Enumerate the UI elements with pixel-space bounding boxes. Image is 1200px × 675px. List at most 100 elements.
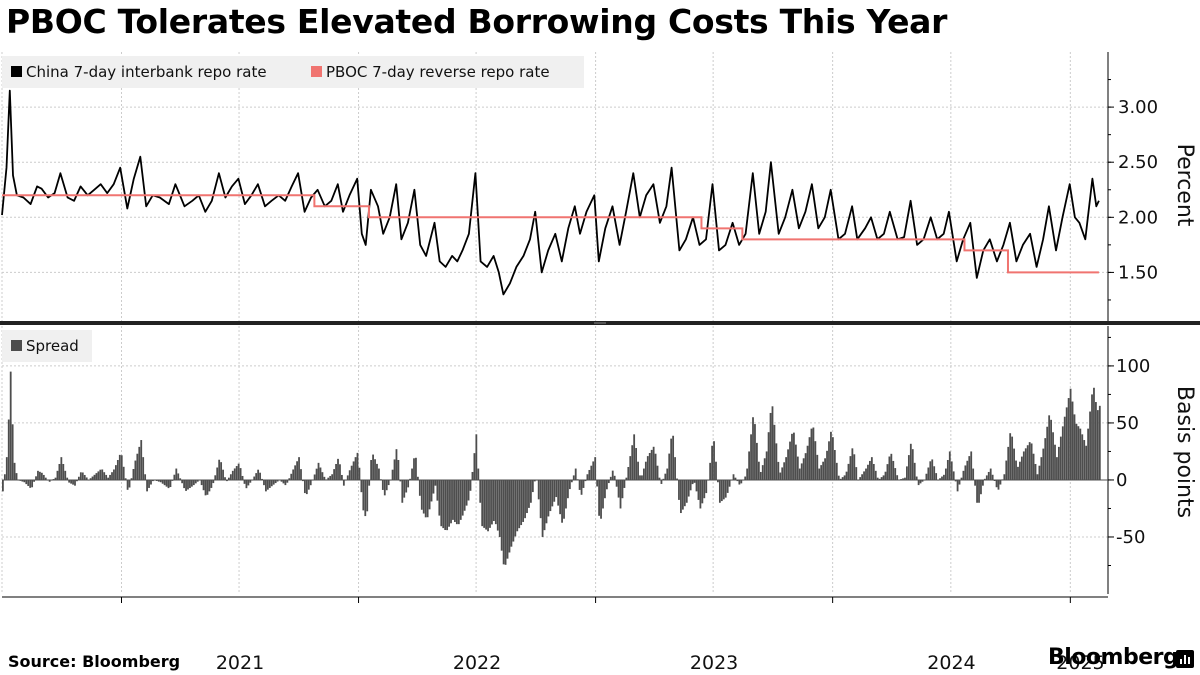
spread-bar	[695, 479, 698, 492]
spread-bar	[520, 479, 523, 526]
spread-bar	[491, 479, 493, 525]
spread-bar	[76, 479, 78, 482]
spread-bar	[280, 479, 283, 482]
spread-bar	[765, 451, 768, 480]
spread-bar	[993, 479, 996, 481]
spread-bar	[962, 470, 965, 480]
spread-bar	[229, 474, 232, 480]
spread-bar	[822, 461, 825, 480]
spread-bar	[681, 479, 684, 510]
spread-bar	[259, 472, 261, 480]
spread-bar	[116, 460, 119, 480]
spread-bar	[644, 461, 647, 480]
spread-bar	[674, 457, 676, 480]
spread-bar	[561, 479, 563, 523]
spread-bar	[997, 479, 1000, 490]
spread-bar	[245, 479, 248, 489]
legend-label-repo: China 7-day interbank repo rate	[26, 63, 267, 81]
spread-bar	[839, 478, 842, 480]
spread-bar	[763, 458, 766, 480]
spread-bar	[181, 479, 184, 484]
spread-bar	[919, 479, 922, 484]
spread-bar	[1073, 414, 1076, 480]
spread-bar	[1013, 448, 1015, 480]
spread-bar	[545, 479, 548, 524]
spread-bar	[1065, 407, 1068, 480]
spread-bar	[642, 468, 645, 480]
spread-bar	[691, 479, 694, 485]
spread-bar	[590, 465, 593, 480]
spread-bar	[639, 475, 641, 480]
spread-bar	[820, 465, 823, 480]
spread-bar	[140, 440, 143, 480]
bloomberg-logo: Bloomberg	[1048, 645, 1179, 670]
spread-bar	[668, 453, 671, 480]
spread-bar	[430, 479, 433, 502]
spread-bar	[804, 453, 807, 480]
spread-bar	[331, 474, 334, 480]
spread-bar	[434, 479, 437, 486]
spread-bar	[537, 479, 540, 500]
spread-bar	[296, 461, 298, 480]
spread-bar	[789, 441, 791, 480]
spread-bar	[884, 471, 887, 480]
spread-bar	[208, 479, 211, 492]
spread-bar	[157, 479, 160, 482]
spread-bar	[946, 460, 949, 480]
spread-bar	[648, 453, 651, 480]
spread-bar	[553, 479, 556, 502]
spread-bar	[650, 449, 653, 480]
spread-bar	[516, 479, 519, 532]
spread-bar	[693, 479, 696, 483]
spread-bar	[683, 479, 686, 507]
spread-bar	[303, 479, 306, 494]
spread-bar	[77, 476, 80, 480]
spread-bar	[972, 468, 975, 480]
spread-bar	[255, 473, 258, 480]
spread-bar	[802, 458, 805, 480]
spread-bar	[635, 448, 638, 480]
spread-bar	[594, 457, 597, 480]
spread-bar	[23, 479, 26, 483]
spread-bar	[83, 474, 86, 480]
spread-bar	[1077, 426, 1080, 480]
spread-bar	[837, 475, 840, 480]
spread-bar	[869, 460, 871, 480]
spread-bar	[496, 479, 499, 531]
spread-bar	[557, 479, 560, 506]
spread-bar	[341, 474, 343, 480]
spread-bar	[391, 469, 394, 480]
spread-bar	[452, 479, 454, 520]
spread-bar	[97, 471, 100, 480]
spread-bar	[1005, 460, 1008, 480]
spread-bar	[415, 457, 417, 480]
spread-bar	[284, 479, 287, 486]
spread-bar	[81, 472, 84, 480]
spread-bar	[60, 457, 63, 480]
spread-bar	[150, 479, 152, 485]
spread-bar	[549, 479, 552, 512]
spread-bar	[598, 479, 600, 516]
spread-bar	[307, 479, 310, 490]
spread-bar	[9, 371, 12, 480]
spread-bar	[122, 466, 125, 480]
spread-bar	[249, 479, 252, 483]
spread-bar	[1087, 428, 1090, 480]
spread-bar	[146, 479, 148, 492]
spread-bar	[547, 479, 550, 517]
spread-bar	[756, 442, 758, 480]
spread-bar	[467, 479, 470, 501]
source-note: Source: Bloomberg	[8, 652, 181, 671]
spread-bar	[982, 479, 984, 486]
spread-bar	[448, 479, 450, 527]
spread-bar	[483, 479, 486, 528]
y-tick-label: -50	[1116, 527, 1145, 548]
spread-bar	[266, 479, 269, 490]
spread-bar	[177, 473, 180, 480]
spread-bar	[1019, 461, 1021, 480]
spread-bar	[641, 475, 643, 480]
spread-bar	[611, 470, 614, 480]
spread-bar	[510, 479, 513, 547]
spread-bar	[235, 466, 238, 480]
spread-bar	[247, 479, 250, 486]
